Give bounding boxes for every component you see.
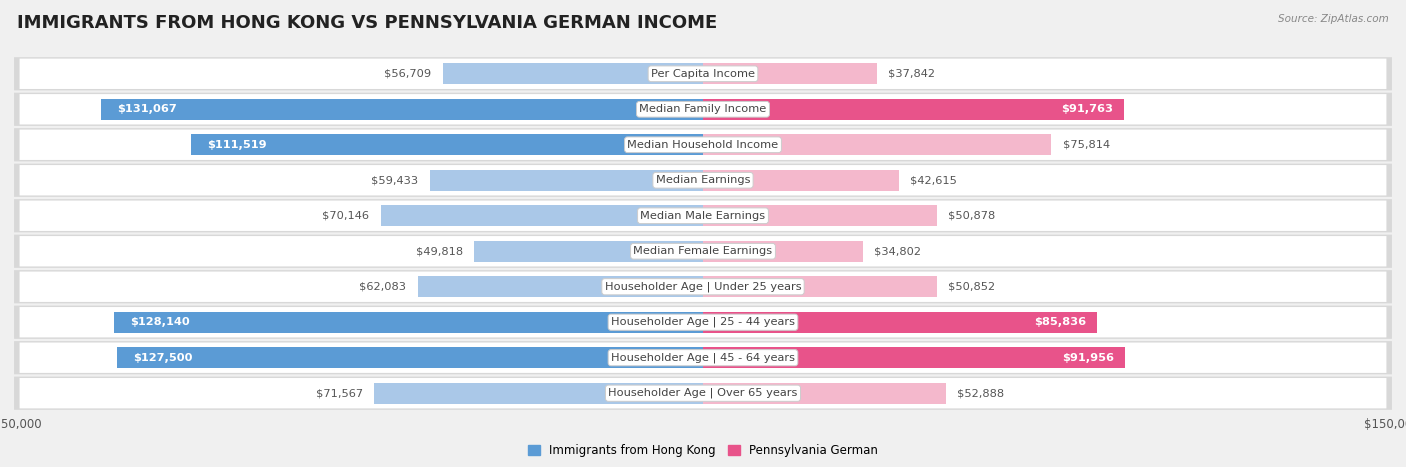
- FancyBboxPatch shape: [14, 376, 1392, 410]
- Bar: [703, 276, 936, 297]
- Text: $91,763: $91,763: [1062, 104, 1114, 114]
- Bar: [703, 383, 946, 403]
- Text: $131,067: $131,067: [117, 104, 177, 114]
- Bar: [418, 276, 703, 297]
- Text: $37,842: $37,842: [889, 69, 935, 79]
- FancyBboxPatch shape: [14, 163, 1392, 197]
- Text: $75,814: $75,814: [1063, 140, 1109, 150]
- Bar: [101, 99, 703, 120]
- FancyBboxPatch shape: [14, 199, 1392, 233]
- Text: $91,956: $91,956: [1062, 353, 1114, 363]
- FancyBboxPatch shape: [20, 307, 1386, 338]
- FancyBboxPatch shape: [20, 165, 1386, 196]
- FancyBboxPatch shape: [20, 200, 1386, 231]
- Text: $49,818: $49,818: [416, 246, 463, 256]
- Text: Householder Age | Under 25 years: Householder Age | Under 25 years: [605, 282, 801, 292]
- Bar: [191, 134, 703, 155]
- Text: Median Household Income: Median Household Income: [627, 140, 779, 150]
- Text: $34,802: $34,802: [875, 246, 921, 256]
- FancyBboxPatch shape: [14, 57, 1392, 91]
- Legend: Immigrants from Hong Kong, Pennsylvania German: Immigrants from Hong Kong, Pennsylvania …: [523, 439, 883, 462]
- Bar: [703, 347, 1125, 368]
- FancyBboxPatch shape: [20, 58, 1386, 89]
- Bar: [703, 241, 863, 262]
- Bar: [114, 312, 703, 333]
- Text: $85,836: $85,836: [1033, 317, 1085, 327]
- Text: $127,500: $127,500: [134, 353, 193, 363]
- Bar: [703, 64, 877, 84]
- FancyBboxPatch shape: [20, 129, 1386, 160]
- Bar: [703, 134, 1052, 155]
- Text: Median Family Income: Median Family Income: [640, 104, 766, 114]
- Text: $50,878: $50,878: [948, 211, 995, 221]
- Bar: [703, 170, 898, 191]
- Bar: [374, 383, 703, 403]
- Bar: [117, 347, 703, 368]
- Text: $59,433: $59,433: [371, 175, 419, 185]
- Text: $111,519: $111,519: [207, 140, 267, 150]
- Bar: [703, 312, 1097, 333]
- Bar: [430, 170, 703, 191]
- Text: Householder Age | Over 65 years: Householder Age | Over 65 years: [609, 388, 797, 398]
- Text: $128,140: $128,140: [131, 317, 190, 327]
- FancyBboxPatch shape: [14, 270, 1392, 304]
- FancyBboxPatch shape: [14, 92, 1392, 126]
- FancyBboxPatch shape: [20, 342, 1386, 373]
- Text: $62,083: $62,083: [360, 282, 406, 292]
- Text: Median Female Earnings: Median Female Earnings: [634, 246, 772, 256]
- Text: $52,888: $52,888: [957, 388, 1004, 398]
- Bar: [381, 205, 703, 226]
- Bar: [474, 241, 703, 262]
- FancyBboxPatch shape: [20, 378, 1386, 409]
- Text: Per Capita Income: Per Capita Income: [651, 69, 755, 79]
- Text: Median Male Earnings: Median Male Earnings: [641, 211, 765, 221]
- FancyBboxPatch shape: [20, 236, 1386, 267]
- Text: $42,615: $42,615: [910, 175, 957, 185]
- Bar: [443, 64, 703, 84]
- FancyBboxPatch shape: [14, 128, 1392, 162]
- FancyBboxPatch shape: [20, 271, 1386, 302]
- Text: Median Earnings: Median Earnings: [655, 175, 751, 185]
- FancyBboxPatch shape: [14, 305, 1392, 339]
- FancyBboxPatch shape: [20, 94, 1386, 125]
- Text: IMMIGRANTS FROM HONG KONG VS PENNSYLVANIA GERMAN INCOME: IMMIGRANTS FROM HONG KONG VS PENNSYLVANI…: [17, 14, 717, 32]
- Bar: [703, 205, 936, 226]
- Text: $70,146: $70,146: [322, 211, 370, 221]
- Text: $56,709: $56,709: [384, 69, 432, 79]
- Text: $71,567: $71,567: [316, 388, 363, 398]
- FancyBboxPatch shape: [14, 234, 1392, 268]
- Text: $50,852: $50,852: [948, 282, 995, 292]
- Bar: [703, 99, 1125, 120]
- FancyBboxPatch shape: [14, 341, 1392, 375]
- Text: Householder Age | 45 - 64 years: Householder Age | 45 - 64 years: [612, 353, 794, 363]
- Text: Source: ZipAtlas.com: Source: ZipAtlas.com: [1278, 14, 1389, 24]
- Text: Householder Age | 25 - 44 years: Householder Age | 25 - 44 years: [612, 317, 794, 327]
